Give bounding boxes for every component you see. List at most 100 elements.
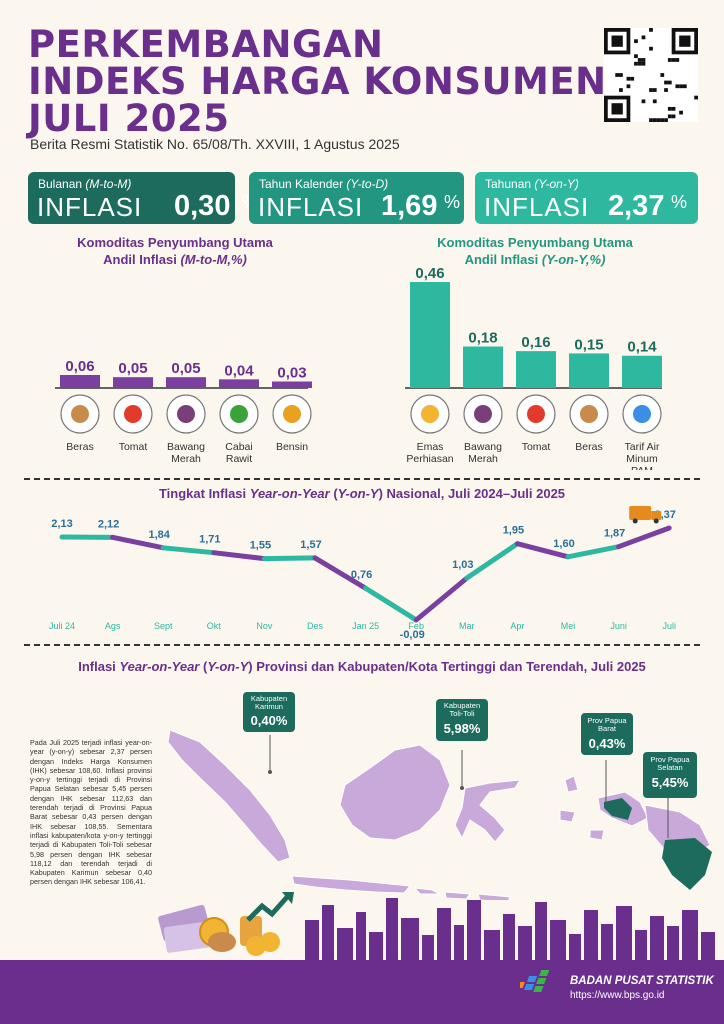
indonesia-map [167,729,712,900]
footer-url[interactable]: https://www.bps.go.id [570,990,665,1001]
map-nusa-tenggara [413,887,511,900]
bar-yoy-1 [463,346,503,388]
line-value-label: 2,13 [51,518,72,530]
line-segment [514,541,571,560]
summary-paragraph: Pada Juli 2025 terjadi inflasi year-on-y… [30,738,152,887]
line-value-label: 1,71 [199,534,220,546]
yoy-chart-title: Komoditas Penyumbang Utama Andil Inflasi… [410,234,660,268]
line-x-tick-label: Sept [154,621,173,631]
card-label-italic: (Y-to-D) [346,177,389,191]
bar-mtm-1 [113,377,153,388]
mtm-title-italic: (M-to-M,%) [180,252,247,267]
bar-yoy-4 [622,355,662,388]
line-x-tick-label: Juli [662,621,676,631]
bar-category-label: Rawit [226,453,252,465]
card-unit: % [671,192,688,212]
card-word: INFLASI [484,192,590,222]
line-chart: 2,13 Juli 24 2,12 Ags 1,84 Sept 1,71 Okt 1,55 Nov… [49,506,676,640]
footer-bar [0,960,724,1024]
bar-charts: 0,06Beras0,05Tomat0,05BawangMerah0,04Cab… [55,265,662,470]
line-x-tick-label: Apr [510,621,524,631]
bar-category-label: Merah [468,453,498,465]
line-x-tick-label: Mei [561,621,576,631]
card-label-text: Bulanan [38,177,86,191]
mtm-title-prefix: Andil Inflasi [103,252,181,267]
card-value: 2,37 [608,190,665,222]
footer-org: BADAN PUSAT STATISTIK [570,975,714,987]
bar-yoy-2 [516,351,556,388]
card-value: 1,69 [381,190,438,222]
bar-category-label: Tomat [119,441,148,453]
card-bulanan: Bulanan (M-to-M) INFLASI 0,30 % [28,172,258,224]
card-word: INFLASI [37,192,143,222]
line-segment [312,555,369,591]
money-coins-icon [158,892,294,956]
line-x-tick-label: Des [307,621,324,631]
map-maluku [559,775,605,841]
card-word: INFLASI [258,192,364,222]
card-label: Bulanan (M-to-M) [38,177,131,191]
yoy-title-italic: (Y-on-Y,%) [541,252,606,267]
truck-icon [629,506,662,524]
map-java [291,875,412,894]
line-x-tick-label: Juni [610,621,627,631]
line-value-label: 1,03 [452,559,473,571]
line-segment [565,544,622,560]
line-value-label: 1,87 [604,528,625,540]
line-value-label: 1,57 [300,539,321,551]
callout-value: 0,40% [250,713,288,728]
callout-karimun: Kabupaten Karimun 0,40% [243,692,295,732]
map-papua-barat-highlight [604,798,632,820]
line-value-label: 0,76 [351,569,372,581]
line-segment [464,541,520,581]
divider [24,644,700,646]
line-segment [160,545,217,556]
line-segment [616,525,672,550]
yoy-title-line2: Andil Inflasi (Y-on-Y,%) [410,251,660,268]
bar-mtm-3 [219,379,259,388]
callout-value: 5,98% [443,721,481,736]
map-title-suffix: ) Provinsi dan Kabupaten/Kota Tertinggi … [248,659,646,674]
mtm-chart-title: Komoditas Penyumbang Utama Andil Inflasi… [50,234,300,268]
line-x-tick-label: Nov [256,621,273,631]
bar-value-label: 0,15 [574,336,603,353]
bar-value-label: 0,14 [627,339,657,356]
line-x-tick-label: Feb [408,621,424,631]
line-segment [413,575,470,623]
map-title-prefix: Inflasi [78,659,120,674]
line-segment [110,534,166,551]
bar-value-label: 0,16 [521,334,550,351]
line-value-label: -0,09 [400,629,425,640]
line-segment [363,585,419,623]
line-title-mid: ( [329,486,338,501]
card-label: Tahun Kalender (Y-to-D) [259,177,388,191]
bar-mtm-2 [166,377,206,388]
bar-yoy-3 [569,353,609,388]
line-title-suffix: ) Nasional, Juli 2024–Juli 2025 [378,486,566,501]
callout-papua-barat: Prov Papua Barat 0,43% [581,713,633,755]
bar-value-label: 0,05 [118,360,147,377]
card-value: 0,30 [174,190,231,222]
bar-category-label: Beras [66,441,93,453]
line-value-label: 2,12 [98,518,119,530]
line-x-tick-label: Jan 25 [352,621,379,631]
bar-mtm-0 [60,375,100,388]
bar-category-label: Minum [626,453,658,465]
map-title-italic1: Year-on-Year [119,659,200,674]
mtm-title-line1: Komoditas Penyumbang Utama [77,235,273,250]
callout-label: Prov Papua Selatan [650,755,690,772]
qr-code-icon[interactable] [604,28,698,122]
yoy-title-prefix: Andil Inflasi [464,252,542,267]
line-segment [261,555,318,562]
line-title-italic1: Year-on-Year [249,486,330,501]
bar-category-label: Bensin [276,441,308,453]
yoy-title-line1: Komoditas Penyumbang Utama [437,235,633,250]
bps-logo-icon [520,970,550,992]
map-kalimantan [339,744,451,841]
bar-mtm-4 [272,381,312,388]
callout-value: 5,45% [651,775,689,790]
bar-category-label: Bawang [167,441,205,453]
title-line-3: JULI 2025 [28,97,230,140]
bar-category-label: Emas [417,441,444,453]
bar-category-label: PAM [631,465,653,470]
